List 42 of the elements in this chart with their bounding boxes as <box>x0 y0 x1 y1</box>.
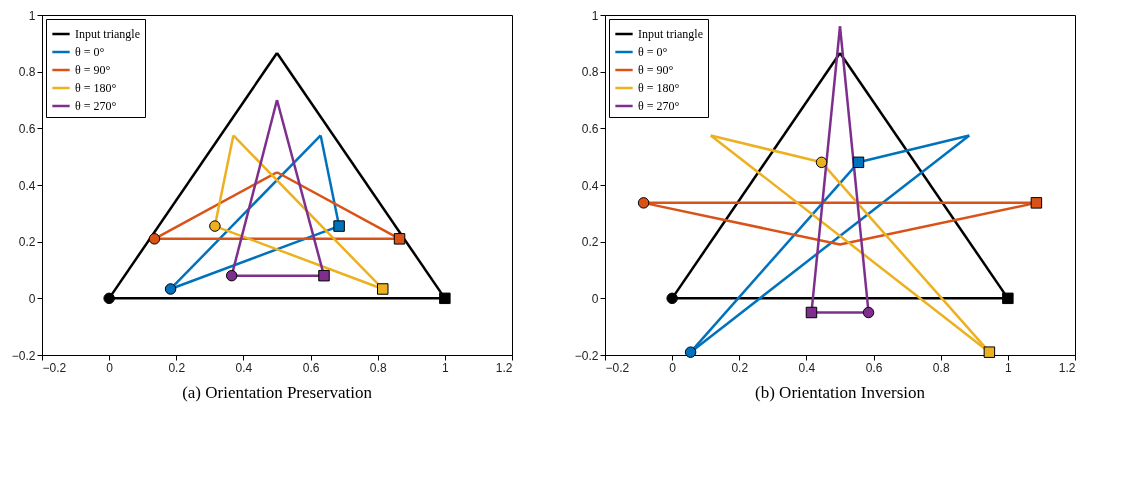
x-tick-label: 0.8 <box>932 360 950 375</box>
x-tick-label: 0.6 <box>865 360 883 375</box>
legend-label: θ = 270° <box>638 99 680 113</box>
y-tick-label: 0.8 <box>581 65 599 80</box>
x-tick-label: 1 <box>1005 360 1013 375</box>
y-tick-label: −0.2 <box>11 348 36 363</box>
legend-label: θ = 180° <box>638 81 680 95</box>
text: (b) Orientation Inversion <box>755 383 926 402</box>
x-tick-label: 0.2 <box>731 360 749 375</box>
x-tick-label: −0.2 <box>605 360 630 375</box>
x-tick-label: −0.2 <box>42 360 67 375</box>
text: (a) Orientation Preservation <box>182 383 373 402</box>
y-tick-label: 0.6 <box>18 121 36 136</box>
x-tick-label: 1.2 <box>1058 360 1076 375</box>
x-tick-label: 1 <box>442 360 450 375</box>
y-tick-label: 0.2 <box>18 235 36 250</box>
y-tick-label: 1 <box>28 8 36 23</box>
legend-label: Input triangle <box>75 27 140 41</box>
legend-label: θ = 90° <box>638 63 674 77</box>
y-tick-label: 0 <box>591 291 599 306</box>
legend-label: θ = 0° <box>75 45 105 59</box>
x-tick-label: 0 <box>669 360 677 375</box>
y-tick-label: −0.2 <box>574 348 599 363</box>
x-tick-label: 0.6 <box>302 360 320 375</box>
legend-label: θ = 90° <box>75 63 111 77</box>
y-tick-label: 0.6 <box>581 121 599 136</box>
y-tick-label: 0.4 <box>581 178 599 193</box>
x-tick-label: 1.2 <box>495 360 513 375</box>
legend-label: θ = 270° <box>75 99 117 113</box>
x-tick-label: 0.8 <box>369 360 387 375</box>
x-tick-label: 0 <box>106 360 114 375</box>
y-tick-label: 1 <box>591 8 599 23</box>
x-tick-label: 0.2 <box>168 360 186 375</box>
legend-label: θ = 180° <box>75 81 117 95</box>
y-tick-label: 0.2 <box>581 235 599 250</box>
y-tick-label: 0 <box>28 291 36 306</box>
y-tick-label: 0.8 <box>18 65 36 80</box>
x-tick-label: 0.4 <box>798 360 816 375</box>
x-tick-label: 0.4 <box>235 360 253 375</box>
legend-label: θ = 0° <box>638 45 668 59</box>
y-tick-label: 0.4 <box>18 178 36 193</box>
legend-label: Input triangle <box>638 27 703 41</box>
